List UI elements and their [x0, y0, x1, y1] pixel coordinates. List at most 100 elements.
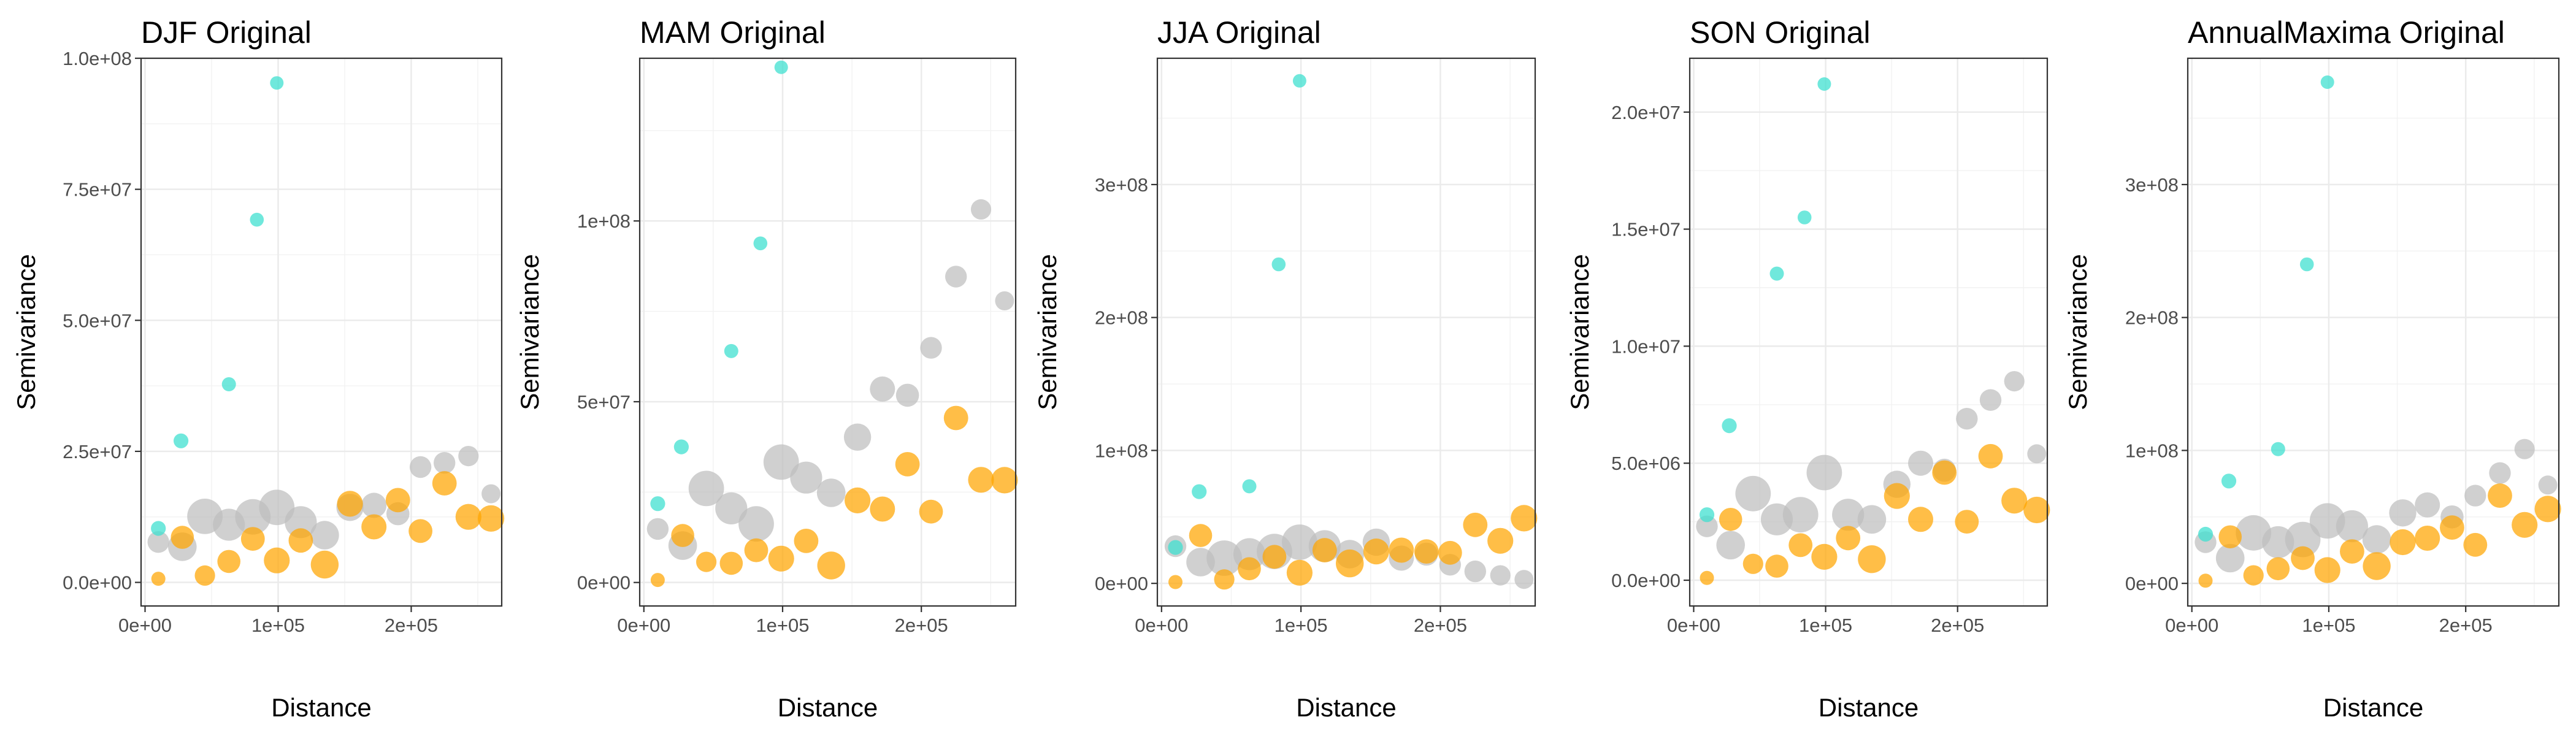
cyan-point	[250, 212, 264, 227]
orange-point	[1238, 557, 1261, 581]
y-tick-label: 0.0e+00	[1611, 570, 1681, 591]
grey-point	[481, 484, 501, 504]
y-tick-label: 7.5e+07	[63, 179, 132, 201]
grey-point	[995, 291, 1014, 310]
cyan-point	[2198, 526, 2214, 542]
y-tick-label: 0e+00	[2125, 573, 2179, 594]
grey-point	[2464, 485, 2486, 507]
grey-point	[1832, 499, 1865, 531]
grey-point	[688, 470, 724, 507]
orange-point	[2001, 488, 2028, 514]
grey-point	[816, 478, 846, 507]
plot-frame	[1689, 57, 2049, 607]
orange-point	[1262, 545, 1287, 569]
orange-point	[2415, 526, 2440, 551]
orange-point	[455, 504, 481, 530]
grey-point	[1514, 570, 1534, 589]
grey-point	[970, 199, 992, 220]
grey-point	[259, 489, 295, 526]
orange-point	[2314, 557, 2340, 583]
orange-point	[151, 572, 166, 586]
y-tick-label: 2e+08	[2125, 307, 2179, 329]
y-axis-title: Semivariance	[1033, 254, 1062, 410]
x-axis-title: Distance	[2323, 693, 2423, 722]
orange-point	[432, 471, 457, 496]
grey-point	[763, 444, 799, 480]
y-tick-label: 5e+07	[577, 391, 631, 413]
orange-point	[217, 550, 241, 573]
grey-point	[285, 506, 317, 539]
y-tick-label: 5.0e+07	[63, 310, 132, 331]
y-tick-label: 3e+08	[1095, 174, 1148, 196]
orange-point	[1286, 559, 1313, 586]
orange-point	[895, 452, 920, 477]
y-tick-label: 1.0e+08	[63, 48, 132, 69]
cyan-point	[774, 60, 788, 74]
cyan-point	[1292, 74, 1306, 88]
cyan-point	[1242, 479, 1257, 494]
x-tick-label: 1e+05	[251, 615, 305, 636]
grey-point	[1857, 505, 1887, 534]
grey-point	[1908, 450, 1933, 476]
cyan-point	[1699, 507, 1715, 523]
cyan-point	[221, 377, 236, 391]
grey-point	[715, 492, 748, 525]
cyan-point	[2221, 473, 2237, 489]
grey-point	[945, 266, 967, 288]
cyan-point	[673, 439, 689, 454]
grey-point	[1979, 389, 2002, 411]
grey-point	[1490, 565, 1511, 586]
panel-1: 0e+00 1e+05 2e+05 0.0e+00 2.5e+07 5.0e+07 7.5e…	[12, 15, 505, 722]
y-tick-label: 3e+08	[2125, 174, 2179, 196]
cyan-point	[270, 76, 284, 90]
plot-frame	[140, 57, 503, 607]
grey-point	[2489, 462, 2511, 484]
cyan-point	[2271, 442, 2285, 456]
orange-point	[768, 545, 794, 572]
orange-point	[1788, 533, 1813, 558]
orange-point	[1742, 553, 1763, 574]
orange-point	[845, 487, 871, 514]
grey-point	[738, 506, 774, 542]
plot-frame	[1156, 57, 1536, 607]
grey-point	[2004, 371, 2025, 392]
orange-point	[1884, 483, 1910, 509]
grey-point	[409, 456, 432, 478]
orange-point	[2534, 496, 2561, 523]
grey-point	[2215, 543, 2245, 573]
y-tick-label: 1.0e+07	[1611, 335, 1681, 357]
orange-point	[719, 551, 743, 575]
x-axis-title: Distance	[778, 693, 878, 722]
x-tick-label: 2e+05	[895, 615, 948, 636]
grey-point	[458, 446, 479, 467]
orange-point	[240, 527, 265, 551]
orange-point	[919, 499, 943, 524]
panel-title: DJF Original	[141, 15, 312, 50]
y-axis-title: Semivariance	[2063, 254, 2092, 410]
orange-point	[1932, 460, 1957, 485]
x-tick-label: 0e+00	[2165, 615, 2218, 636]
y-tick-label: 1e+08	[577, 210, 631, 232]
grey-point	[2027, 444, 2047, 464]
orange-point	[1336, 549, 1364, 578]
grey-point	[434, 452, 456, 474]
y-tick-label: 5.0e+06	[1611, 453, 1681, 474]
grey-point	[1782, 497, 1819, 533]
panel-title: AnnualMaxima Original	[2188, 15, 2505, 50]
grey-point	[310, 521, 339, 550]
cyan-point	[1769, 266, 1784, 281]
orange-point	[385, 488, 410, 513]
plot-frame	[2187, 57, 2560, 607]
x-tick-label: 2e+05	[1931, 615, 1984, 636]
y-axis-title: Semivariance	[1565, 254, 1594, 410]
orange-point	[817, 551, 845, 580]
grey-point	[2362, 525, 2391, 554]
y-tick-label: 2e+08	[1095, 307, 1148, 329]
orange-point	[1511, 505, 1538, 532]
grey-point	[1464, 560, 1486, 583]
orange-point	[1487, 527, 1514, 554]
y-tick-label: 2.5e+07	[63, 441, 132, 462]
orange-point	[1438, 540, 1462, 565]
orange-point	[2363, 552, 2391, 580]
orange-point	[1312, 538, 1337, 562]
